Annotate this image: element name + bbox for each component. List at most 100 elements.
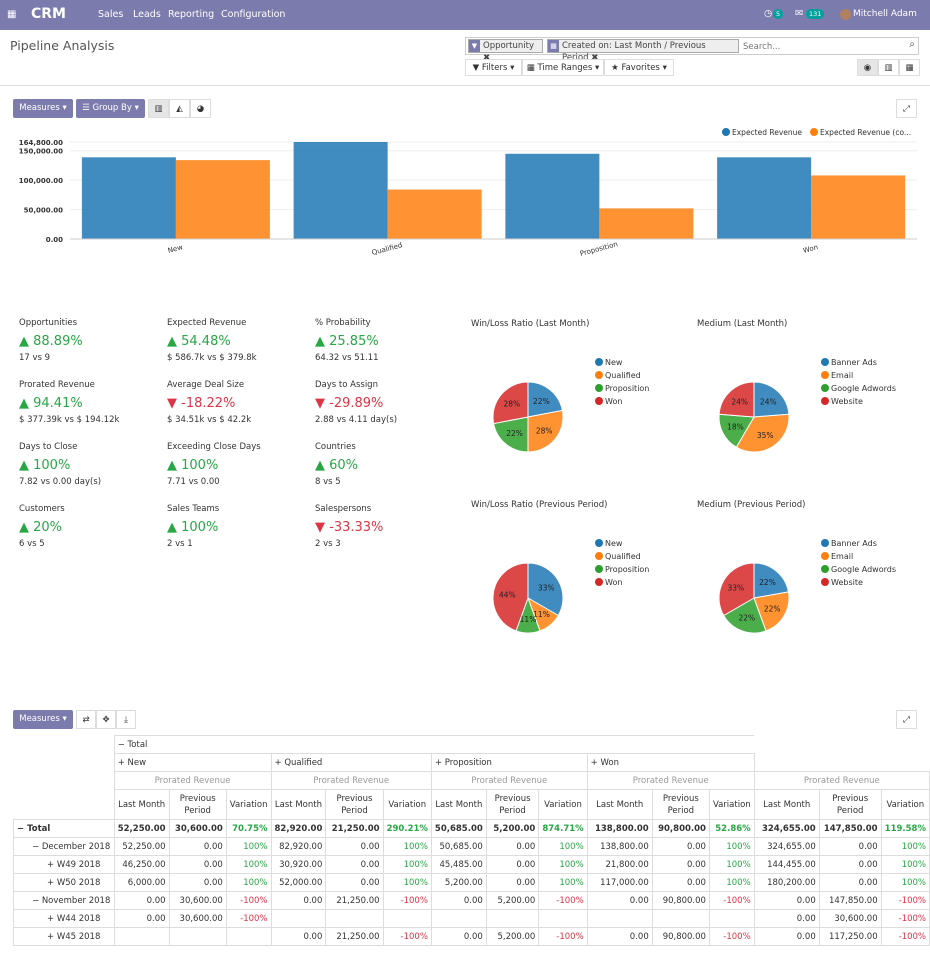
y-tick-label: 164,800.00: [19, 139, 63, 147]
variation-cell: 100%: [225, 837, 272, 856]
x-tick-label: New: [167, 243, 184, 255]
kpi-label: % Probability: [315, 318, 371, 328]
col-header-won[interactable]: + Won: [586, 753, 755, 772]
value-cell: 0.00: [651, 873, 710, 892]
apps-grid-icon[interactable]: ▦: [7, 9, 17, 20]
expand-all-button[interactable]: ✥: [96, 710, 116, 729]
row-label[interactable]: − December 2018: [13, 837, 115, 856]
column-header[interactable]: Variation: [382, 789, 432, 820]
column-header[interactable]: Last Month: [270, 789, 327, 820]
value-cell: 46,250.00: [113, 855, 170, 874]
time-ranges-dropdown[interactable]: ▦ Time Ranges ▾: [522, 59, 604, 76]
variation-cell: 100%: [880, 855, 930, 874]
group-by-button[interactable]: ☰ Group By ▾: [76, 99, 145, 118]
value-cell: 0.00: [168, 873, 227, 892]
legend-label: Proposition: [605, 384, 649, 393]
col-header-qualified[interactable]: + Qualified: [270, 753, 432, 772]
menu-reporting[interactable]: Reporting: [168, 9, 215, 20]
measure-header[interactable]: Prorated Revenue: [586, 771, 755, 790]
column-header[interactable]: Previous Period: [651, 789, 710, 820]
row-label[interactable]: − Total: [13, 819, 115, 838]
kpi-comparison: 2 vs 3: [315, 539, 341, 549]
dashboard-view-button[interactable]: ◉: [857, 59, 878, 76]
menu-configuration[interactable]: Configuration: [221, 9, 286, 20]
column-header[interactable]: Variation: [708, 789, 755, 820]
slice-label: 11%: [533, 610, 550, 619]
menu-sales[interactable]: Sales: [98, 9, 124, 20]
user-menu[interactable]: Mitchell Adam: [853, 9, 917, 19]
remove-facet-icon[interactable]: ✖: [591, 53, 599, 63]
bar-chart-mode-button[interactable]: ▥: [148, 99, 169, 118]
row-label[interactable]: + W45 2018: [13, 927, 115, 946]
expand-pivot-button[interactable]: ⤢: [896, 710, 917, 729]
variation-cell: 874.71%: [538, 819, 588, 838]
value-cell: 0.00: [113, 909, 170, 928]
column-header[interactable]: Last Month: [753, 789, 820, 820]
messages-chat-icon[interactable]: ✉: [795, 8, 803, 19]
favorites-dropdown[interactable]: ★ Favorites ▾: [604, 59, 674, 76]
value-cell: 0.00: [325, 837, 384, 856]
variation-cell: 290.21%: [382, 819, 432, 838]
kpi-label: Exceeding Close Days: [167, 442, 261, 452]
line-chart-mode-button[interactable]: ◭: [169, 99, 190, 118]
expand-graph-button[interactable]: ⤢: [896, 99, 917, 118]
column-header[interactable]: Variation: [225, 789, 272, 820]
value-cell: 52,250.00: [113, 819, 170, 838]
filters-dropdown[interactable]: ▼ Filters ▾: [465, 59, 522, 76]
column-header[interactable]: Variation: [538, 789, 588, 820]
col-header-total[interactable]: − Total: [113, 735, 755, 754]
col-header-new[interactable]: + New: [113, 753, 272, 772]
graph-view-button[interactable]: ▥: [878, 59, 899, 76]
kpi-label: Opportunities: [19, 318, 77, 328]
measure-header[interactable]: Prorated Revenue: [113, 771, 272, 790]
pivot-view-button[interactable]: ▦: [899, 59, 920, 76]
value-cell: 0.00: [753, 927, 820, 946]
value-cell: 30,600.00: [168, 819, 227, 838]
graph-measures-button[interactable]: Measures ▾: [13, 99, 73, 118]
row-label[interactable]: + W49 2018: [13, 855, 115, 874]
remove-facet-icon[interactable]: ✖: [483, 53, 491, 63]
row-label[interactable]: − November 2018: [13, 891, 115, 910]
column-header[interactable]: Previous Period: [325, 789, 384, 820]
column-header[interactable]: Previous Period: [485, 789, 540, 820]
measure-header[interactable]: Prorated Revenue: [753, 771, 930, 790]
measure-header[interactable]: Prorated Revenue: [270, 771, 432, 790]
column-header[interactable]: Previous Period: [168, 789, 227, 820]
avatar[interactable]: [840, 9, 851, 20]
menu-leads[interactable]: Leads: [133, 9, 161, 20]
activity-clock-icon[interactable]: ◷: [764, 8, 773, 19]
kpi-comparison: 7.71 vs 0.00: [167, 477, 220, 487]
slice-label: 22%: [764, 605, 781, 614]
column-header[interactable]: Last Month: [113, 789, 170, 820]
kpi-value-up: ▲ 54.48%: [167, 334, 231, 349]
search-icon[interactable]: ⌕: [909, 39, 915, 50]
legend-label: Website: [831, 578, 863, 587]
value-cell: 5,200.00: [485, 927, 540, 946]
measure-header[interactable]: Prorated Revenue: [430, 771, 588, 790]
download-button[interactable]: ⤓: [116, 710, 136, 729]
column-header[interactable]: Previous Period: [818, 789, 882, 820]
column-header[interactable]: Variation: [880, 789, 930, 820]
pivot-measures-button[interactable]: Measures ▾: [13, 710, 73, 729]
flip-axis-button[interactable]: ⇄: [76, 710, 96, 729]
slice-label: 24%: [760, 398, 777, 407]
value-cell: 0.00: [586, 891, 653, 910]
value-cell: 45,485.00: [430, 855, 487, 874]
search-input[interactable]: [743, 40, 893, 53]
value-cell: 90,800.00: [651, 819, 710, 838]
row-label[interactable]: + W50 2018: [13, 873, 115, 892]
legend-marker: [595, 578, 603, 586]
legend-marker: [821, 384, 829, 392]
search-bar[interactable]: ▼ Opportunity ✖ ▦ Created on: Last Month /…: [465, 37, 919, 63]
app-name[interactable]: CRM: [31, 6, 66, 22]
row-label[interactable]: + W44 2018: [13, 909, 115, 928]
search-facet-opportunity[interactable]: ▼ Opportunity ✖: [468, 39, 543, 63]
variation-cell: 70.75%: [225, 819, 272, 838]
column-header[interactable]: Last Month: [430, 789, 487, 820]
pie-chart-mode-button[interactable]: ◕: [190, 99, 211, 118]
value-cell: 0.00: [325, 855, 384, 874]
col-header-proposition[interactable]: + Proposition: [430, 753, 588, 772]
column-header[interactable]: Last Month: [586, 789, 653, 820]
bar-qualified-series1: [293, 142, 388, 239]
search-facet-created-on[interactable]: ▦ Created on: Last Month / Previous Perio…: [547, 39, 739, 63]
